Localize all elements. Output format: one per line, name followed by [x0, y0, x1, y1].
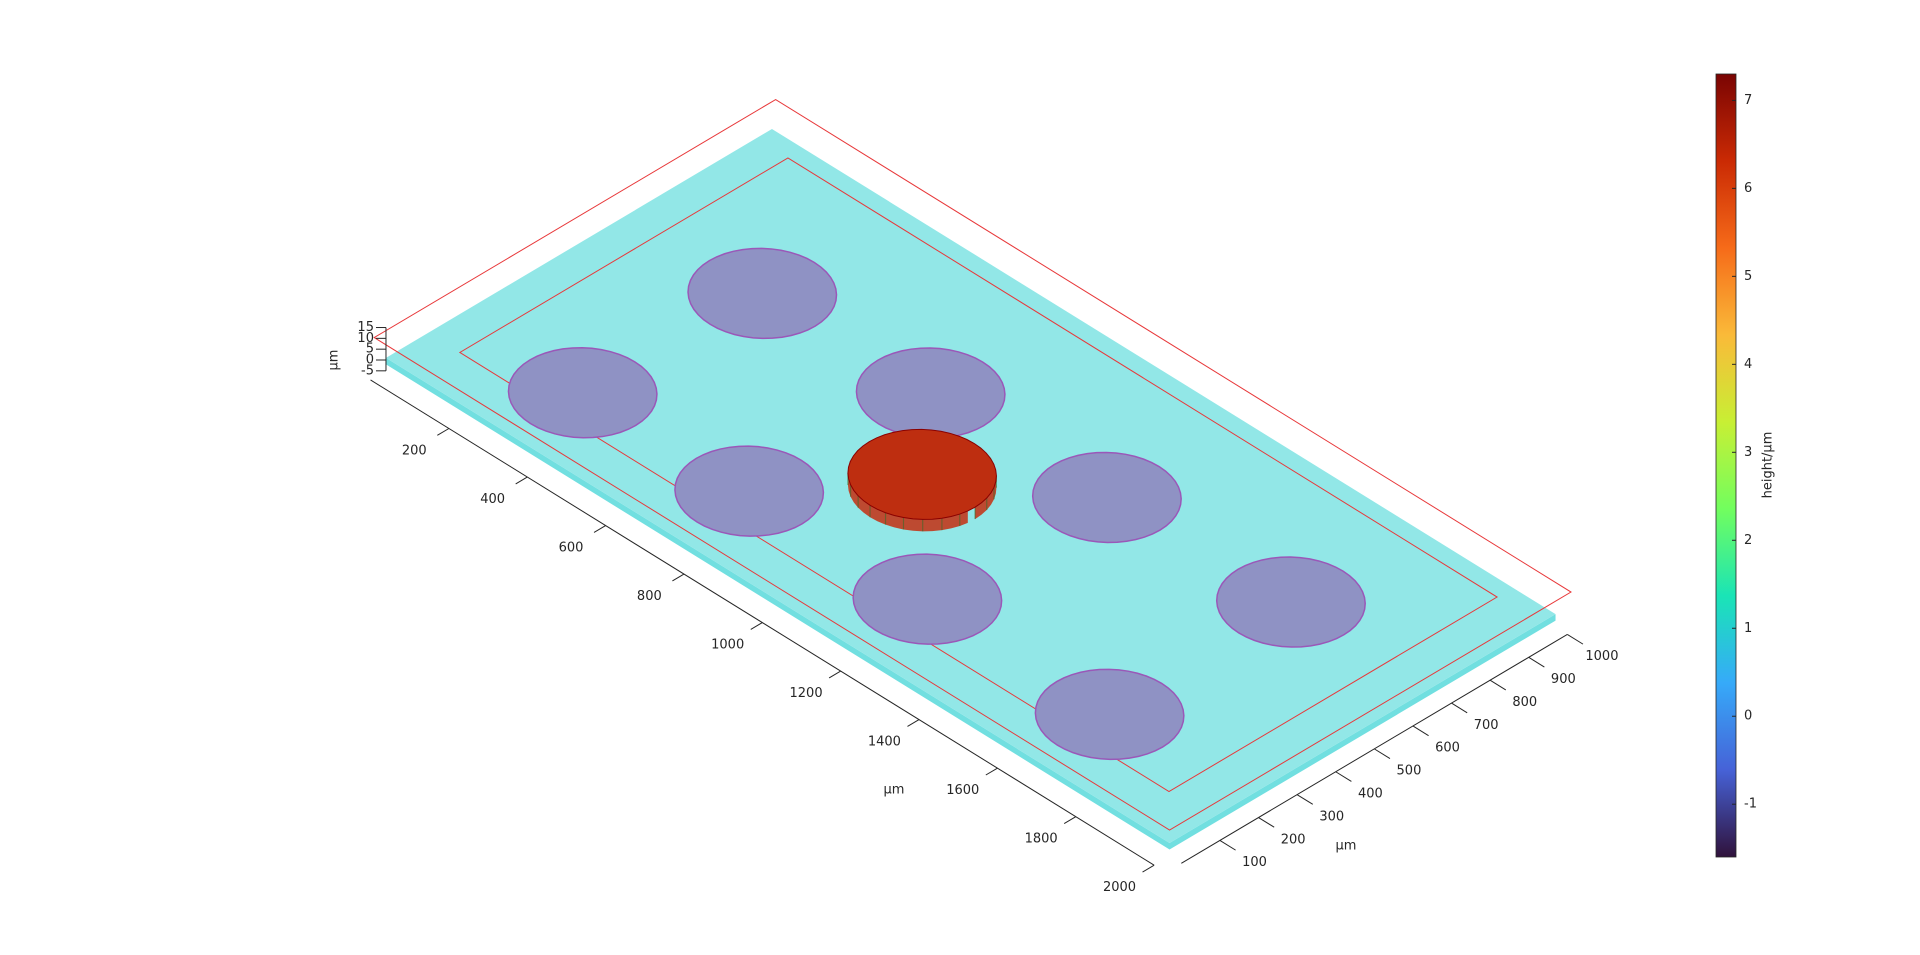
y-tick — [1374, 748, 1391, 759]
disc — [1034, 668, 1185, 761]
colorbar-tick-label: 3 — [1744, 445, 1752, 460]
z-tick-label: 10 — [357, 331, 374, 346]
colorbar-tick-label: 1 — [1744, 621, 1752, 636]
x-tick-label: 1600 — [946, 783, 979, 798]
y-axis-label: µm — [1336, 839, 1357, 854]
x-tick — [593, 525, 606, 533]
z-tick-label: 15 — [357, 320, 374, 335]
frame-line — [458, 157, 1499, 793]
disc — [507, 346, 658, 439]
x-tick-label: 800 — [637, 589, 662, 604]
disc — [1031, 451, 1182, 544]
disc — [1215, 556, 1366, 648]
colorbar-tick-label: 2 — [1744, 533, 1752, 548]
colorbar — [1715, 73, 1737, 858]
z-tick-label: -5 — [361, 363, 374, 378]
y-tick-label: 700 — [1474, 718, 1499, 733]
disc — [847, 428, 997, 520]
x-tick-label: 600 — [559, 540, 584, 555]
frame-line — [373, 98, 1572, 831]
y-tick — [1451, 702, 1468, 714]
disc — [687, 247, 838, 340]
y-tick-label: 800 — [1512, 695, 1537, 710]
y-tick — [1528, 656, 1545, 668]
y-tick-label: 400 — [1358, 787, 1383, 802]
z-axis-label: µm — [326, 350, 341, 371]
y-tick — [1258, 817, 1275, 828]
y-tick-label: 500 — [1397, 764, 1422, 779]
y-tick — [1296, 794, 1314, 805]
x-tick-label: 400 — [480, 492, 505, 507]
y-tick — [1219, 839, 1236, 851]
y-tick — [1412, 725, 1429, 737]
x-tick — [750, 622, 763, 630]
y-tick-label: 1000 — [1585, 649, 1618, 664]
colorbar-tick-label: -1 — [1744, 797, 1757, 812]
colorbar-tick-label: 5 — [1744, 269, 1752, 284]
x-tick — [437, 428, 450, 436]
y-tick-label: 300 — [1319, 809, 1344, 824]
y-tick-label: 900 — [1551, 672, 1576, 687]
x-tick-label: 1200 — [790, 686, 823, 701]
y-tick — [1567, 634, 1584, 645]
colorbar-label: height/µm — [1761, 432, 1776, 499]
y-tick-label: 100 — [1242, 855, 1267, 870]
colorbar-tick-label: 4 — [1744, 357, 1752, 372]
y-tick-label: 200 — [1281, 832, 1306, 847]
x-tick-label: 200 — [402, 443, 427, 458]
y-tick-label: 600 — [1435, 741, 1460, 756]
x-tick — [985, 767, 998, 776]
x-tick-label: 1400 — [868, 734, 901, 749]
colorbar-tick-label: 6 — [1744, 181, 1752, 196]
x-tick — [907, 719, 920, 727]
disc — [674, 445, 825, 537]
y-tick — [1335, 771, 1352, 782]
x-tick-label: 1800 — [1025, 831, 1058, 846]
z-tick-label: 5 — [366, 342, 374, 357]
x-tick — [1063, 816, 1077, 824]
z-tick-label: 0 — [366, 353, 374, 368]
disc — [852, 553, 1003, 645]
colorbar-tick-label: 7 — [1744, 93, 1752, 108]
colorbar-tick-label: 0 — [1744, 709, 1752, 724]
x-tick — [672, 573, 685, 582]
x-axis-label: µm — [884, 783, 905, 798]
x-tick — [1142, 864, 1155, 873]
x-tick-label: 2000 — [1103, 880, 1136, 895]
x-tick-label: 1000 — [711, 637, 744, 652]
disc — [855, 347, 1006, 439]
y-tick — [1489, 679, 1507, 691]
x-tick — [828, 670, 841, 679]
x-tick — [515, 476, 528, 485]
